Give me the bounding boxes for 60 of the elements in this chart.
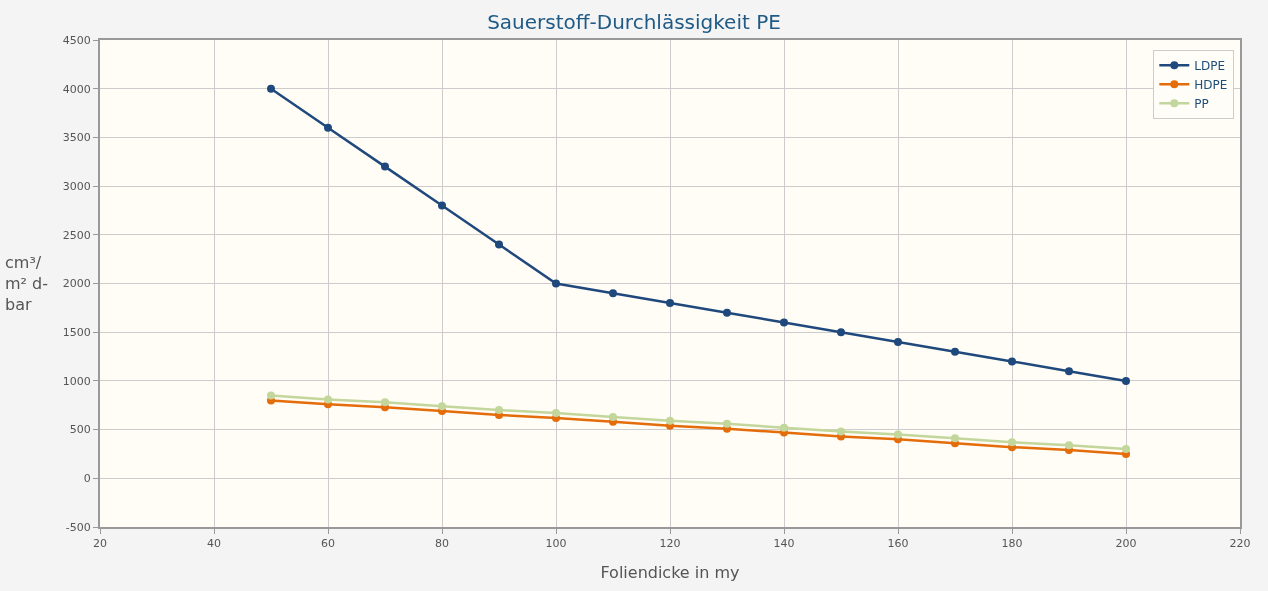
- point: [267, 391, 275, 400]
- x-tick-label: 160: [887, 537, 909, 551]
- point: [324, 123, 332, 132]
- x-tick-label: 200: [1115, 537, 1137, 551]
- point: [837, 328, 845, 337]
- point: [894, 430, 902, 439]
- point: [381, 162, 389, 171]
- x-tick-label: 120: [659, 537, 681, 551]
- y-tick-label: 1500: [62, 326, 91, 340]
- point: [1008, 357, 1016, 366]
- point: [951, 347, 959, 356]
- point: [609, 289, 617, 298]
- x-axis-title: Foliendicke in my: [600, 563, 740, 583]
- point: [495, 406, 503, 415]
- legend-label: HDPE: [1194, 77, 1228, 92]
- point: [267, 84, 275, 93]
- point: [723, 419, 731, 428]
- point: [780, 318, 788, 327]
- x-tick-label: 60: [321, 537, 335, 551]
- point: [1122, 445, 1130, 454]
- point: [666, 298, 674, 307]
- y-tick-label: 3500: [62, 131, 91, 145]
- y-tick-label: 2500: [62, 228, 91, 242]
- point: [1065, 441, 1073, 450]
- point: [552, 279, 560, 288]
- x-tick-label: 100: [545, 537, 567, 551]
- point: [723, 308, 731, 317]
- point: [1122, 376, 1130, 385]
- point: [438, 402, 446, 411]
- chart-title: Sauerstoff-Durchlässigkeit PE: [487, 9, 781, 34]
- y-tick-label: 500: [69, 423, 91, 437]
- y-tick-label: 1000: [62, 374, 91, 388]
- x-tick-label: 20: [93, 537, 107, 551]
- x-tick-label: 220: [1229, 537, 1251, 551]
- point: [780, 423, 788, 432]
- x-tick-label: 140: [773, 537, 795, 551]
- point: [666, 416, 674, 425]
- x-tick-label: 40: [207, 537, 221, 551]
- x-tick-label: 180: [1001, 537, 1023, 551]
- y-axis-title: cm³/ m² d-bar: [5, 253, 49, 314]
- y-tick-label: 0: [83, 472, 91, 486]
- y-tick-label: 2000: [62, 277, 91, 291]
- point: [951, 434, 959, 443]
- point: [552, 409, 560, 418]
- point: [609, 412, 617, 421]
- y-tick-label: 4500: [62, 33, 91, 47]
- legend-label: LDPE: [1194, 58, 1226, 73]
- point: [894, 337, 902, 346]
- point: [324, 395, 332, 404]
- point: [1065, 367, 1073, 376]
- y-tick-label: -500: [65, 520, 91, 534]
- point: [381, 398, 389, 407]
- point: [438, 201, 446, 210]
- point: [495, 240, 503, 249]
- legend-label: PP: [1194, 96, 1209, 111]
- x-tick-label: 80: [435, 537, 449, 551]
- point: [837, 427, 845, 436]
- point: [1008, 438, 1016, 447]
- y-tick-label: 3000: [62, 179, 91, 193]
- y-tick-label: 4000: [62, 82, 91, 96]
